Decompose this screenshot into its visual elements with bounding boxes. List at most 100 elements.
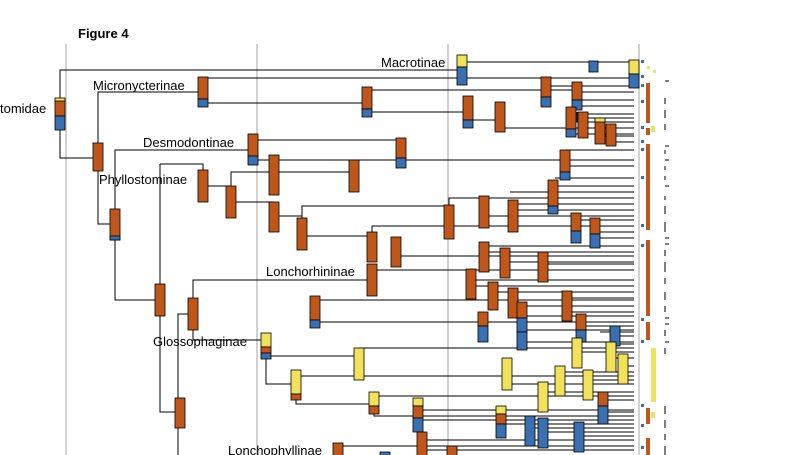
node-box <box>361 86 373 110</box>
node-box <box>617 353 629 385</box>
tip-markers <box>641 60 656 449</box>
tip-marker <box>641 176 644 179</box>
node-box <box>353 347 365 381</box>
tip-marker <box>641 224 644 227</box>
node-box <box>589 217 601 235</box>
node-box <box>368 391 380 407</box>
clade-label-family: tomidae <box>0 101 46 116</box>
trait-block <box>646 438 650 455</box>
node-box <box>516 331 528 351</box>
branch <box>314 299 634 310</box>
node-box <box>478 241 490 273</box>
node-box <box>577 111 589 139</box>
node-box <box>559 149 571 173</box>
clade-label-micronycterinae: Micronycterinae <box>93 78 185 93</box>
branch <box>462 61 634 70</box>
node-box <box>573 421 585 453</box>
node-box <box>416 431 428 455</box>
branch <box>301 205 449 216</box>
node-box <box>516 317 528 333</box>
node-box <box>465 268 477 300</box>
trait-block <box>646 408 650 424</box>
node-box <box>462 119 474 129</box>
node-box <box>92 142 104 172</box>
node-box <box>154 283 166 317</box>
node-box <box>443 204 455 240</box>
node-box <box>348 159 360 193</box>
node-box <box>247 133 259 157</box>
node-box <box>446 445 458 455</box>
tip-marker <box>647 66 650 69</box>
node-box <box>487 281 499 311</box>
tip-marker <box>641 100 644 103</box>
trait-block <box>646 128 650 135</box>
node-box <box>605 123 617 147</box>
node-box <box>597 391 609 407</box>
node-box <box>395 157 407 169</box>
node-box <box>268 154 280 196</box>
tip-marker <box>641 404 644 407</box>
node-box <box>379 451 391 455</box>
node-box <box>554 365 566 397</box>
node-box <box>247 155 259 166</box>
node-box <box>597 405 609 425</box>
node-box <box>507 287 519 319</box>
node-box <box>594 117 606 123</box>
node-box <box>290 369 302 395</box>
node-box <box>570 230 582 244</box>
tip-marker <box>641 148 644 151</box>
tip-marker <box>641 318 644 321</box>
node-box <box>268 201 280 233</box>
node-box <box>412 397 424 407</box>
trait-block <box>646 240 650 316</box>
node-box <box>582 369 594 401</box>
branch <box>366 103 470 113</box>
node-box <box>565 128 577 138</box>
branch <box>230 186 274 203</box>
node-box <box>561 290 573 322</box>
branch <box>301 216 372 237</box>
node-box <box>361 108 373 118</box>
clade-label-lonchophyllinae: Lonchophyllinae <box>228 443 322 455</box>
branch <box>295 384 374 405</box>
node-box <box>547 179 559 207</box>
node-box <box>197 98 209 108</box>
node-box <box>571 81 583 101</box>
node-box <box>197 76 209 100</box>
node-box <box>54 115 66 131</box>
branch <box>265 340 359 357</box>
clade-label-desmodontinae: Desmodontinae <box>143 135 234 150</box>
node-box <box>575 313 587 331</box>
node-box <box>456 66 468 86</box>
node-box <box>628 73 640 89</box>
node-box <box>594 119 606 145</box>
trait-column-yellow <box>651 126 656 418</box>
branch <box>202 92 367 104</box>
node-box <box>54 99 66 117</box>
trait-column-orange <box>646 83 650 455</box>
clade-label-phyllostominae: Phyllostominae <box>99 172 187 187</box>
trait-block <box>646 144 650 230</box>
clade-label-lonchorhininae: Lonchorhininae <box>266 264 355 279</box>
tip-marker <box>641 340 644 343</box>
node-box <box>565 106 577 130</box>
grouping-tick-marks <box>664 80 669 455</box>
node-box <box>495 423 507 439</box>
node-state-boxes <box>54 54 640 455</box>
node-box <box>605 341 617 373</box>
node-box <box>537 381 549 413</box>
node-box <box>309 319 321 329</box>
branch <box>252 139 401 150</box>
node-box <box>571 99 583 111</box>
trait-block <box>651 348 656 402</box>
node-box <box>260 346 272 354</box>
node-box <box>368 405 380 415</box>
node-box <box>507 199 519 233</box>
clade-label-macrotinae: Macrotinae <box>381 55 445 70</box>
node-box <box>501 357 513 391</box>
node-box <box>516 301 528 319</box>
node-box <box>628 59 640 75</box>
node-box <box>571 337 583 369</box>
node-box <box>537 251 549 283</box>
